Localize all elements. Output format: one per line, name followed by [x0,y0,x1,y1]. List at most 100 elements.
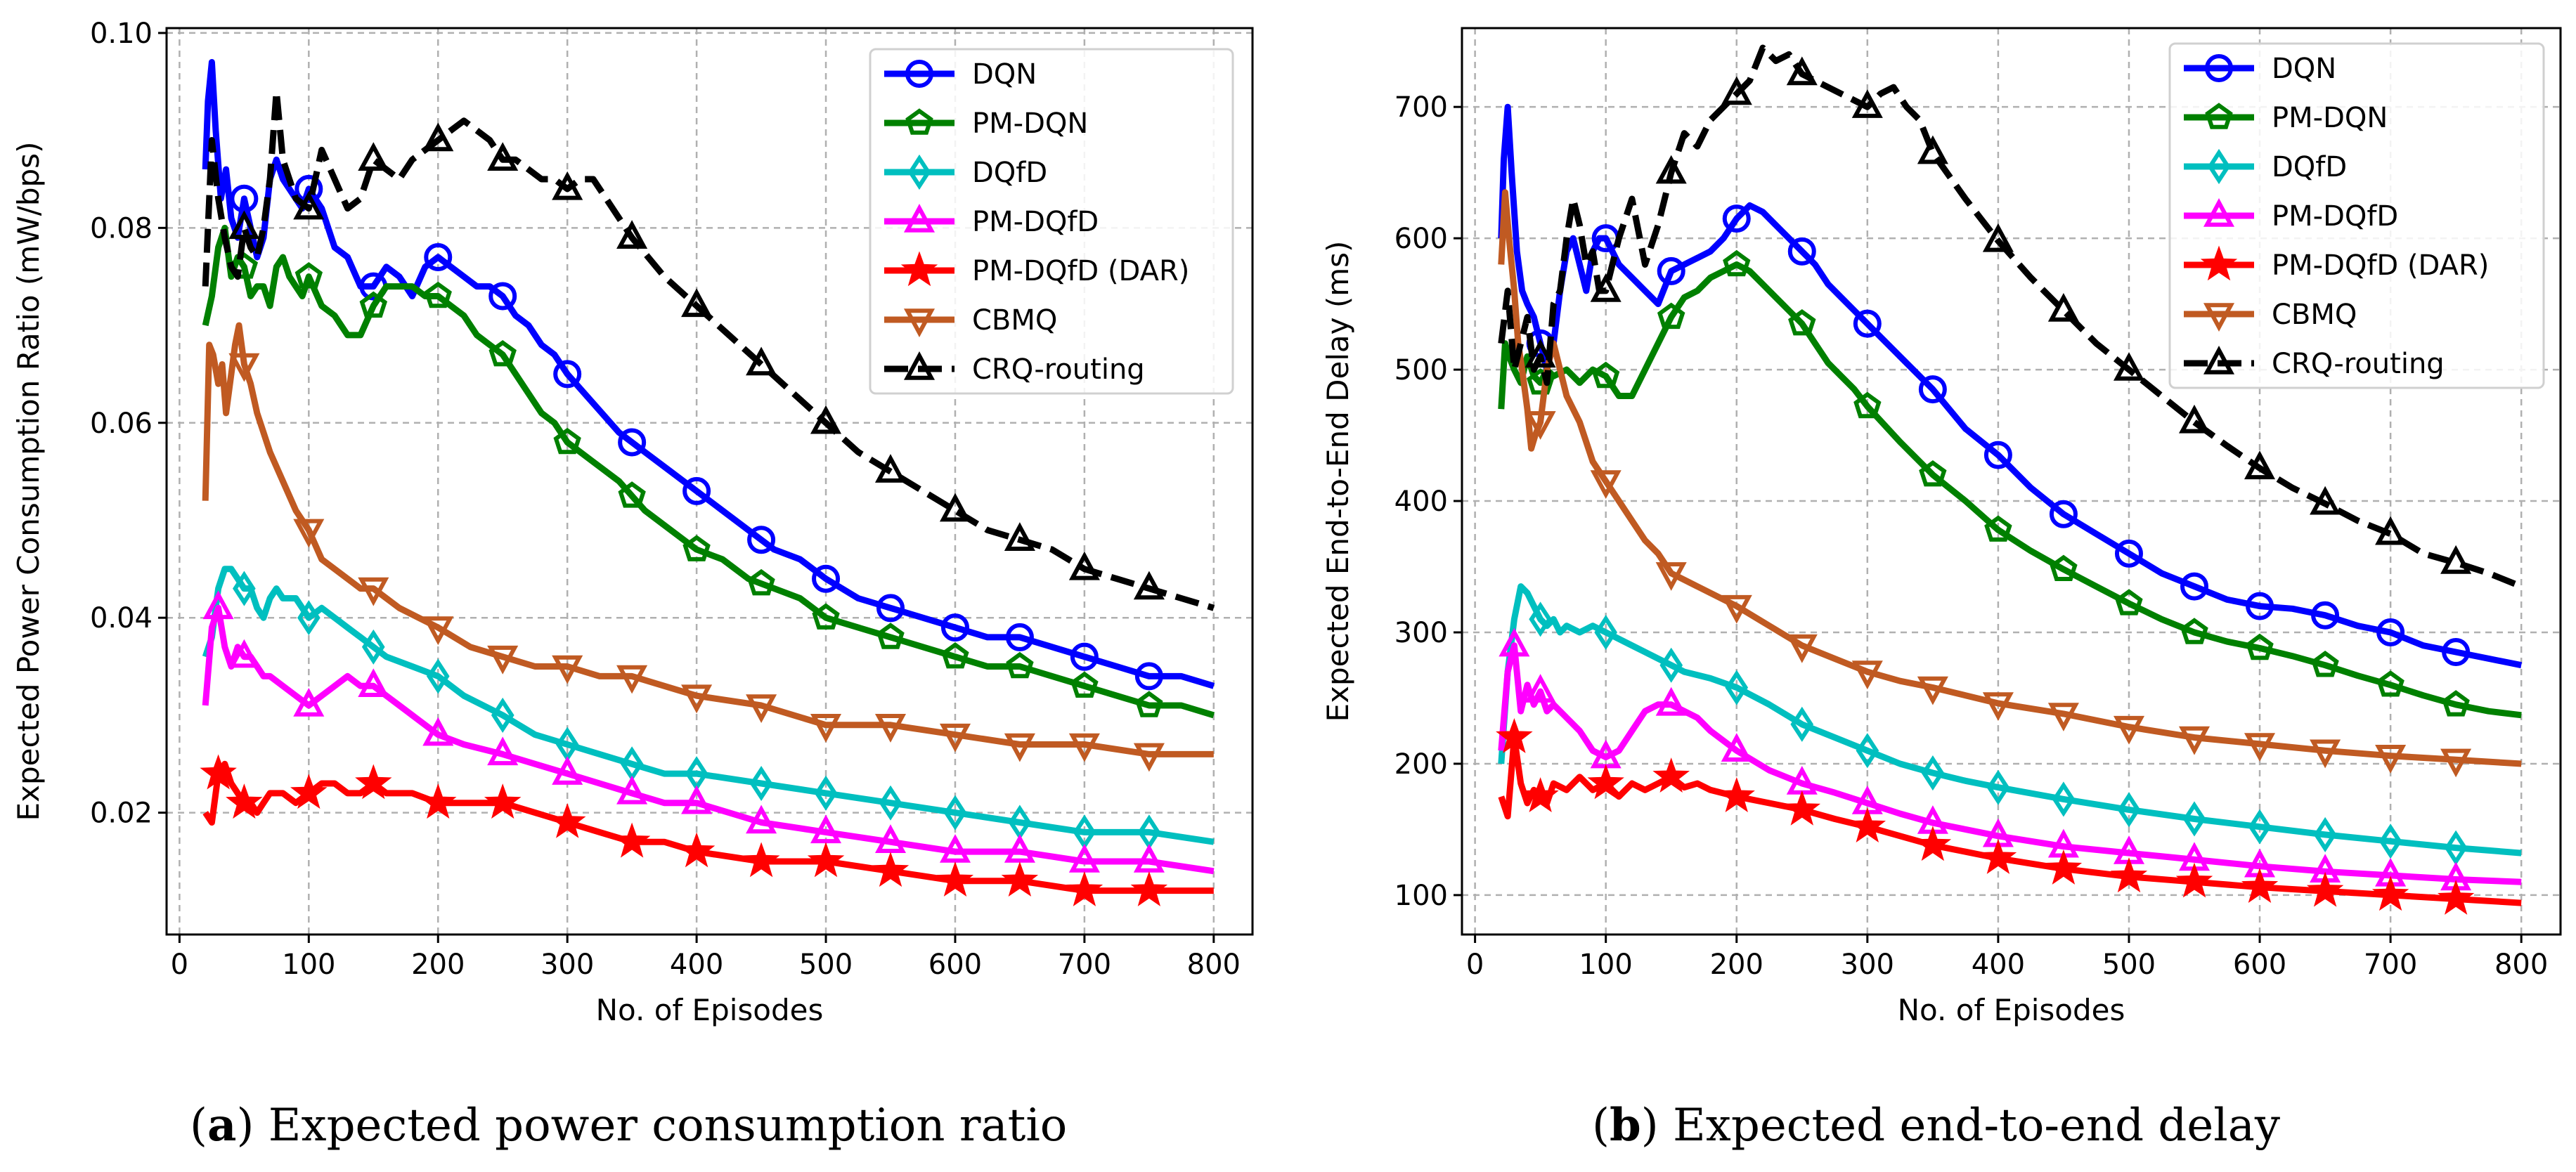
chart-b-marker-dqn [2049,500,2078,528]
chart-b-legend-marker-pm-dqfd [2203,197,2235,227]
chart-b-marker-pm-dqfd-dar [1914,826,1952,861]
chart-b-series-line-pm-dqfd [1498,642,2522,885]
chart-b-marker-cbmq [1982,692,2014,722]
chart-b-marker-dqn [1787,237,1816,266]
chart-b-marker-cbmq [2375,745,2407,774]
chart-a-ytick-label: 0.02 [90,797,153,830]
chart-b-marker-cbmq [2113,715,2145,745]
chart-a-marker-dqn [618,428,647,457]
chart-b-ytick-label: 500 [1394,354,1448,386]
chart-b-marker-pm-dqfd-dar [2175,862,2213,898]
chart-a-xtick-label: 300 [541,949,594,981]
chart-a-marker-dqfd [879,785,902,821]
chart-a-marker-pm-dqfd-dar [355,764,392,800]
chart-a-marker-pm-dqfd-dar [484,783,522,819]
chart-b-legend-marker-crq-routing [2203,345,2235,375]
chart-b-marker-dqn [2180,572,2208,601]
chart-b-marker-dqfd [2248,809,2272,845]
chart-b-marker-dqfd [1790,706,1814,742]
chart-b-marker-crq-routing [1525,339,1556,368]
chart-a-legend-label-cbmq: CBMQ [972,304,1057,337]
chart-b-xtick-label: 300 [1841,949,1894,981]
chart-b-ytick-label: 100 [1394,880,1448,912]
chart-b-marker-pm-dqfd [1525,674,1556,703]
chart-b-marker-cbmq [1590,470,1622,500]
chart-b-marker-dqn [1853,309,1882,338]
chart-a-marker-cbmq [358,577,389,606]
chart-b-series-line-pm-dqn [1498,261,2522,719]
chart-a-axes-frame [165,27,1254,936]
chart-b-axes-frame [1461,27,2562,936]
chart-b-marker-pm-dqn [2115,589,2143,616]
chart-b-xtick-label: 400 [1972,949,2025,981]
chart-a-legend-marker-crq-routing [903,351,936,380]
chart-a-marker-dqn [682,476,711,505]
chart-a-marker-dqn [488,282,517,311]
chart-a-marker-pm-dqfd [616,775,648,805]
chart-a-legend-label-pm-dqfd-dar: PM-DQfD (DAR) [972,255,1189,287]
chart-b-marker-dqn [1657,256,1685,285]
chart-a-marker-dqfd [426,658,450,694]
chart-b-marker-dqn [1918,375,1947,404]
chart-b-marker-dqfd [1529,601,1552,637]
chart-a-legend-marker-cbmq [903,308,936,338]
chart-a-marker-crq-routing [810,405,842,434]
chart-b-marker-pm-dqn [2311,650,2339,677]
chart-b-marker-dqfd [1856,733,1879,769]
chart-b-marker-pm-dqn [1984,515,2012,542]
chart-a-marker-pm-dqfd [746,805,777,834]
chart-a-marker-cbmq [681,684,713,714]
chart-b-marker-dqfd [2182,801,2206,837]
chart-b-legend-label-dqn: DQN [2272,53,2336,85]
chart-b-marker-dqfd [2117,792,2141,828]
chart-a-marker-pm-dqfd-dar [614,822,651,858]
chart-b-legend-box [2168,42,2545,389]
chart-b-marker-cbmq [1655,562,1687,591]
chart-b-marker-dqfd [1921,755,1945,791]
chart-a-marker-crq-routing [1068,551,1100,580]
chart-a-marker-pm-dqn [682,535,711,561]
chart-a-marker-pm-dqfd-dar [872,852,910,887]
chart-a-marker-pm-dqfd-dar [420,783,457,819]
chart-b-legend-label-pm-dqfd: PM-DQfD [2272,200,2398,233]
chart-b-marker-crq-routing [1590,273,1622,302]
chart-b-marker-cbmq [2047,703,2079,731]
chart-b-marker-pm-dqfd-dar [2371,875,2409,911]
chart-b-legend-marker-dqn [2205,54,2233,82]
chart-b-marker-dqfd [1659,647,1683,683]
chart-a-marker-crq-routing [1004,522,1035,551]
chart-b-xtick-label: 500 [2102,949,2156,981]
chart-a-marker-pm-dqfd [939,834,971,863]
chart-a-marker-cbmq [1133,743,1165,772]
chart-a-series-line-crq-routing [202,88,1215,611]
chart-a-marker-dqn [424,242,453,271]
chart-b-legend-label-crq-routing: CRQ-routing [2272,348,2445,380]
chart-b-xtick-label: 800 [2494,949,2548,981]
chart-a-marker-pm-dqfd [810,814,842,844]
chart-b-marker-dqn [2376,618,2405,646]
caption-b-letter: b [1610,1099,1641,1152]
chart-a-xlabel: No. of Episodes [596,993,824,1027]
chart-a-marker-cbmq [746,694,777,724]
chart-a-marker-pm-dqn [941,642,969,669]
chart-a-series-line-cbmq [202,322,1214,757]
chart-a-legend-label-dqn: DQN [972,58,1037,91]
chart-b-legend-marker-pm-dqn [2205,103,2233,129]
chart-b-marker-pm-dqn [1853,391,1882,419]
chart-a-ytick-label: 0.10 [90,18,153,50]
chart-a-xtick-label: 400 [670,949,723,981]
chart-a-marker-dqn [747,526,776,554]
chart-a-marker-pm-dqfd-dar [936,861,974,897]
chart-b-marker-cbmq [1721,594,1752,624]
chart-a-marker-pm-dqn [876,623,905,649]
chart-a-marker-pm-dqfd-dar [678,832,716,868]
chart-a-marker-cbmq [552,655,583,684]
chart-b-marker-cbmq [1786,634,1818,663]
chart-b-marker-crq-routing [1721,76,1752,105]
chart-b-series-line-crq-routing [1498,44,2523,590]
chart-a-marker-dqfd [361,629,385,665]
chart-a-marker-crq-routing [1133,571,1165,600]
chart-a-legend-marker-dqfd [907,154,931,190]
chart-b-marker-dqn [2442,638,2471,667]
